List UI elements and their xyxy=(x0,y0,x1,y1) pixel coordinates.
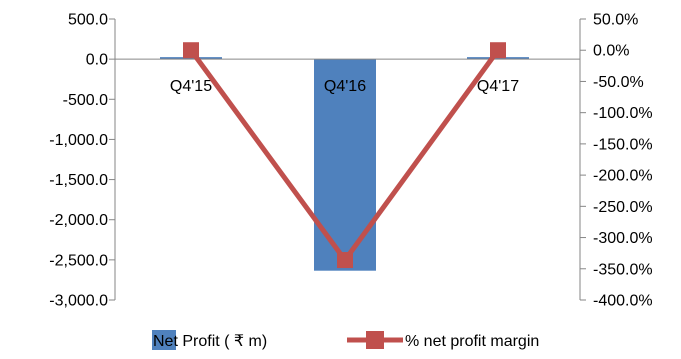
y-left-tick-label-2: -500.0 xyxy=(63,92,108,109)
y-right-tick-label-0: 50.0% xyxy=(593,12,638,29)
y-right-tick-label-8: -350.0% xyxy=(593,261,653,278)
line-marker-0 xyxy=(183,42,199,59)
legend-label-line: % net profit margin xyxy=(405,333,539,350)
y-left-tick-label-4: -1,500.0 xyxy=(49,172,108,189)
y-right-tick-label-7: -300.0% xyxy=(593,230,653,247)
y-left-tick-label-7: -3,000.0 xyxy=(49,293,108,310)
y-left-tick-label-6: -2,500.0 xyxy=(49,252,108,269)
x-tick-label-2: Q4'17 xyxy=(477,78,519,95)
legend-label-bar: Net Profit ( ₹ m) xyxy=(153,333,267,350)
y-right-tick-label-2: -50.0% xyxy=(593,74,644,91)
legend-swatch-bar xyxy=(152,330,176,350)
line-marker-2 xyxy=(490,42,506,59)
y-left-tick-label-5: -2,000.0 xyxy=(49,212,108,229)
y-right-tick-label-1: 0.0% xyxy=(593,43,629,60)
legend-swatch-marker xyxy=(366,331,384,349)
x-tick-label-1: Q4'16 xyxy=(324,78,366,95)
y-left-tick-label-1: 0.0 xyxy=(86,52,108,69)
y-left-tick-label-0: 500.0 xyxy=(68,12,108,29)
y-left-tick-label-3: -1,000.0 xyxy=(49,132,108,149)
line-marker-1 xyxy=(337,252,353,269)
y-right-tick-label-9: -400.0% xyxy=(593,293,653,310)
y-right-tick-label-3: -100.0% xyxy=(593,105,653,122)
y-right-tick-label-5: -200.0% xyxy=(593,168,653,185)
x-tick-label-0: Q4'15 xyxy=(170,78,212,95)
y-right-tick-label-6: -250.0% xyxy=(593,199,653,216)
y-right-tick-label-4: -150.0% xyxy=(593,136,653,153)
